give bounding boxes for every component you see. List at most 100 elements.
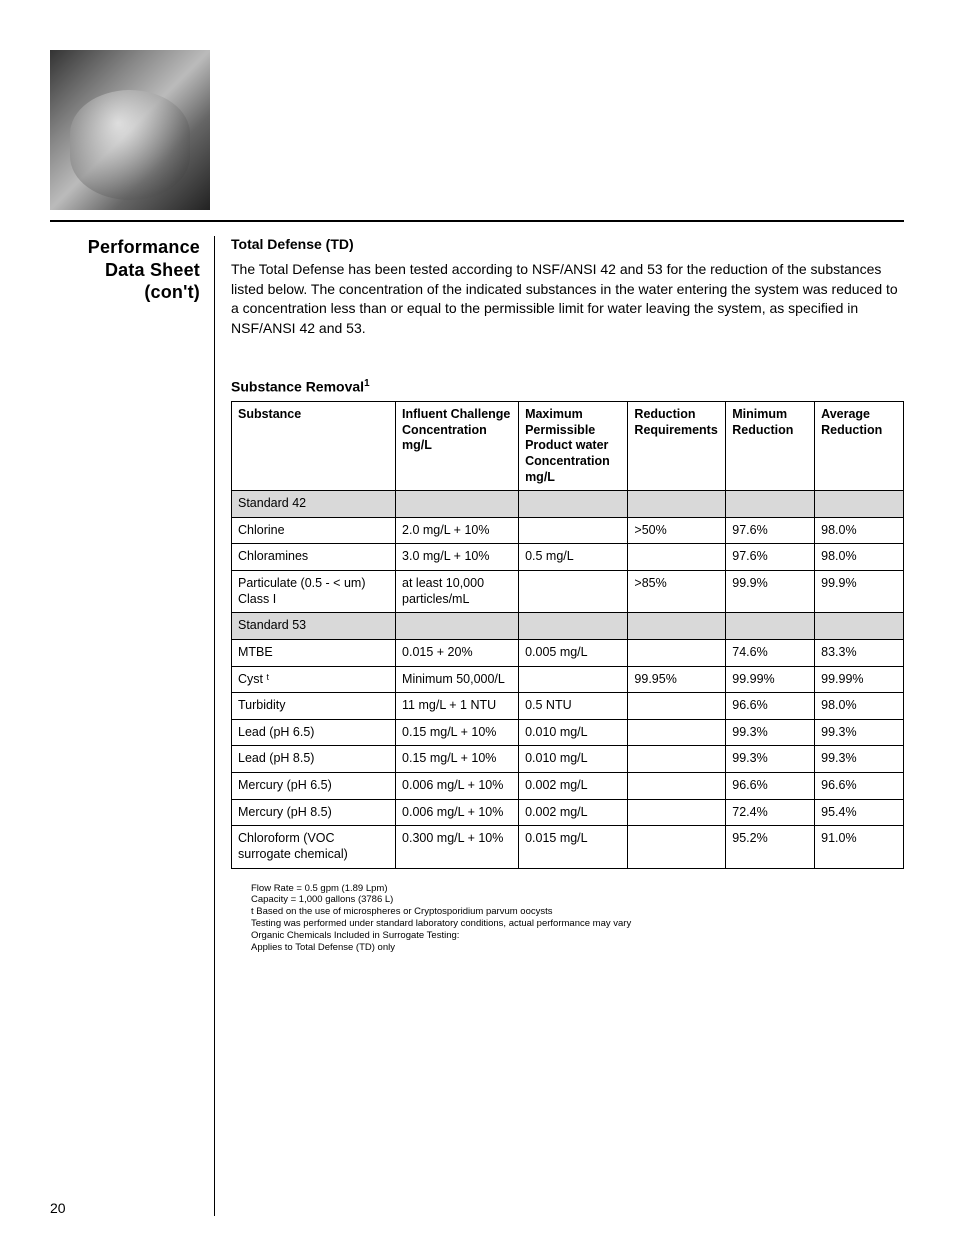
table-cell: 97.6% — [726, 517, 815, 544]
table-row: Particulate (0.5 - < um) Class Iat least… — [232, 571, 904, 613]
table-cell — [628, 719, 726, 746]
footnote-line: Flow Rate = 0.5 gpm (1.89 Lpm) — [251, 883, 904, 895]
column-header: Substance — [232, 402, 396, 491]
table-cell — [628, 799, 726, 826]
table-row: Mercury (pH 6.5)0.006 mg/L + 10%0.002 mg… — [232, 773, 904, 800]
table-cell: 0.002 mg/L — [519, 773, 628, 800]
table-cell: MTBE — [232, 639, 396, 666]
table-cell: 0.010 mg/L — [519, 719, 628, 746]
table-head: Substance Influent Challenge Concentrati… — [232, 402, 904, 491]
table-cell: Standard 42 — [232, 491, 396, 518]
table-cell: 95.2% — [726, 826, 815, 868]
table-cell: Minimum 50,000/L — [396, 666, 519, 693]
table-cell — [519, 666, 628, 693]
table-cell: 0.5 mg/L — [519, 544, 628, 571]
left-column: Performance Data Sheet (con't) — [50, 236, 215, 1216]
table-cell: 98.0% — [815, 693, 904, 720]
footnote-line: Applies to Total Defense (TD) only — [251, 942, 904, 954]
table-title-text: Substance Removal — [231, 379, 364, 395]
table-cell: Mercury (pH 8.5) — [232, 799, 396, 826]
table-cell: 0.015 mg/L — [519, 826, 628, 868]
table-cell: Lead (pH 8.5) — [232, 746, 396, 773]
table-cell — [519, 613, 628, 640]
table-cell: 11 mg/L + 1 NTU — [396, 693, 519, 720]
table-cell — [815, 613, 904, 640]
table-cell: 0.5 NTU — [519, 693, 628, 720]
table-cell: 99.3% — [815, 746, 904, 773]
footnote-line: Testing was performed under standard lab… — [251, 918, 904, 930]
section-title: Performance Data Sheet (con't) — [50, 236, 200, 304]
table-cell: 99.99% — [815, 666, 904, 693]
content-columns: Performance Data Sheet (con't) Total Def… — [50, 236, 904, 1216]
table-cell: 91.0% — [815, 826, 904, 868]
table-row: Chloroform (VOC surrogate chemical)0.300… — [232, 826, 904, 868]
table-cell — [628, 693, 726, 720]
table-cell: >85% — [628, 571, 726, 613]
substance-removal-table: Substance Influent Challenge Concentrati… — [231, 401, 904, 869]
table-row: Chloramines3.0 mg/L + 10%0.5 mg/L97.6%98… — [232, 544, 904, 571]
footnotes: Flow Rate = 0.5 gpm (1.89 Lpm)Capacity =… — [231, 883, 904, 954]
table-cell: 99.3% — [815, 719, 904, 746]
table-cell: 95.4% — [815, 799, 904, 826]
table-cell: 0.15 mg/L + 10% — [396, 746, 519, 773]
column-header: Maximum Permissible Product water Concen… — [519, 402, 628, 491]
table-row: MTBE0.015 + 20%0.005 mg/L 74.6%83.3% — [232, 639, 904, 666]
table-cell: 99.3% — [726, 746, 815, 773]
table-cell — [726, 491, 815, 518]
table-cell: 96.6% — [815, 773, 904, 800]
table-row: Mercury (pH 8.5)0.006 mg/L + 10%0.002 mg… — [232, 799, 904, 826]
table-row: Lead (pH 6.5)0.15 mg/L + 10%0.010 mg/L99… — [232, 719, 904, 746]
table-cell: 0.006 mg/L + 10% — [396, 773, 519, 800]
table-cell: 0.005 mg/L — [519, 639, 628, 666]
table-cell: 3.0 mg/L + 10% — [396, 544, 519, 571]
section-title-line: Performance — [50, 236, 200, 259]
table-cell — [628, 746, 726, 773]
table-cell: 0.300 mg/L + 10% — [396, 826, 519, 868]
footnote-line: Capacity = 1,000 gallons (3786 L) — [251, 894, 904, 906]
table-cell — [628, 639, 726, 666]
body-paragraph: The Total Defense has been tested accord… — [231, 260, 904, 338]
column-header: Minimum Reduction — [726, 402, 815, 491]
table-cell: Chloramines — [232, 544, 396, 571]
section-title-line: (con't) — [50, 281, 200, 304]
table-cell: 98.0% — [815, 517, 904, 544]
table-cell — [628, 826, 726, 868]
section-title-line: Data Sheet — [50, 259, 200, 282]
column-header: Influent Challenge Concentration mg/L — [396, 402, 519, 491]
table-cell: 83.3% — [815, 639, 904, 666]
table-cell: Chloroform (VOC surrogate chemical) — [232, 826, 396, 868]
table-cell: 99.95% — [628, 666, 726, 693]
table-title: Substance Removal1 — [231, 378, 904, 395]
table-cell — [815, 491, 904, 518]
table-cell: 0.002 mg/L — [519, 799, 628, 826]
table-cell — [628, 613, 726, 640]
page-number: 20 — [50, 1200, 66, 1216]
header-image — [50, 50, 210, 210]
table-cell — [519, 517, 628, 544]
table-cell: Particulate (0.5 - < um) Class I — [232, 571, 396, 613]
header-rule — [50, 220, 904, 222]
table-cell: Chlorine — [232, 517, 396, 544]
subheading: Total Defense (TD) — [231, 236, 904, 252]
table-cell — [396, 491, 519, 518]
table-cell: 0.15 mg/L + 10% — [396, 719, 519, 746]
table-cell: 96.6% — [726, 693, 815, 720]
table-cell: 99.9% — [726, 571, 815, 613]
table-cell — [519, 571, 628, 613]
table-cell: 2.0 mg/L + 10% — [396, 517, 519, 544]
table-cell: 74.6% — [726, 639, 815, 666]
footnote-line: Organic Chemicals Included in Surrogate … — [251, 930, 904, 942]
right-column: Total Defense (TD) The Total Defense has… — [215, 236, 904, 954]
table-cell — [628, 544, 726, 571]
table-cell: Standard 53 — [232, 613, 396, 640]
table-cell: 0.015 + 20% — [396, 639, 519, 666]
table-row: Turbidity11 mg/L + 1 NTU0.5 NTU 96.6%98.0… — [232, 693, 904, 720]
table-header-row: Substance Influent Challenge Concentrati… — [232, 402, 904, 491]
table-cell: >50% — [628, 517, 726, 544]
table-cell — [726, 613, 815, 640]
table-cell — [396, 613, 519, 640]
table-cell: 99.9% — [815, 571, 904, 613]
table-cell: Turbidity — [232, 693, 396, 720]
table-cell: 0.006 mg/L + 10% — [396, 799, 519, 826]
table-row: Standard 42 — [232, 491, 904, 518]
